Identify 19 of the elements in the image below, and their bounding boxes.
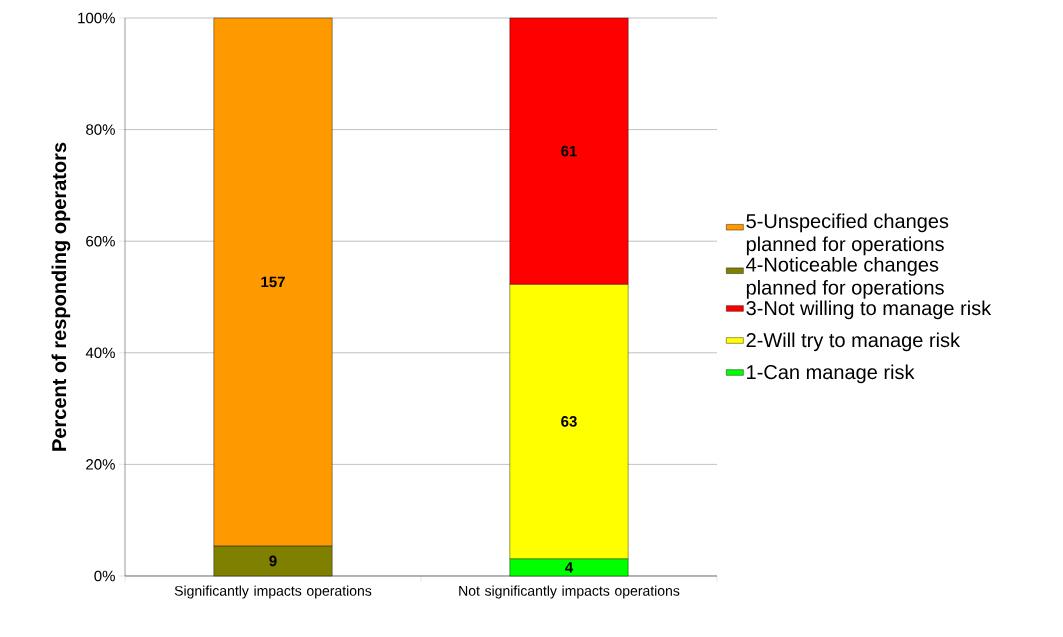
y-tick-label: 40% (85, 347, 115, 359)
y-tick-label: 60% (86, 235, 115, 247)
x-tick-label: Significantly impacts operations (174, 585, 372, 599)
legend-label: 3-Not willing to manage risk (746, 300, 992, 320)
legend-label: 1-Can manage risk (747, 364, 915, 384)
legend-label: 5-Unspecified changes planned for operations (746, 213, 949, 256)
legend-label: 2-Will try to manage risk (746, 332, 961, 352)
y-axis-title: Percent of responding operators (51, 142, 71, 451)
x-tick-label: Not significantly impacts operations (459, 585, 680, 599)
annotation: 9 (269, 555, 277, 567)
annotation: 61 (561, 145, 577, 157)
annotation: 4 (565, 562, 574, 573)
y-tick-label: 20% (86, 459, 115, 470)
annotation: 157 (261, 276, 285, 288)
y-tick-label: 0% (94, 570, 115, 582)
legend-label: 4-Noticeable changes planned for operations (746, 256, 944, 299)
y-tick-label: 100% (78, 12, 115, 24)
annotation: 63 (561, 416, 577, 427)
y-tick-label: 80% (86, 124, 115, 135)
